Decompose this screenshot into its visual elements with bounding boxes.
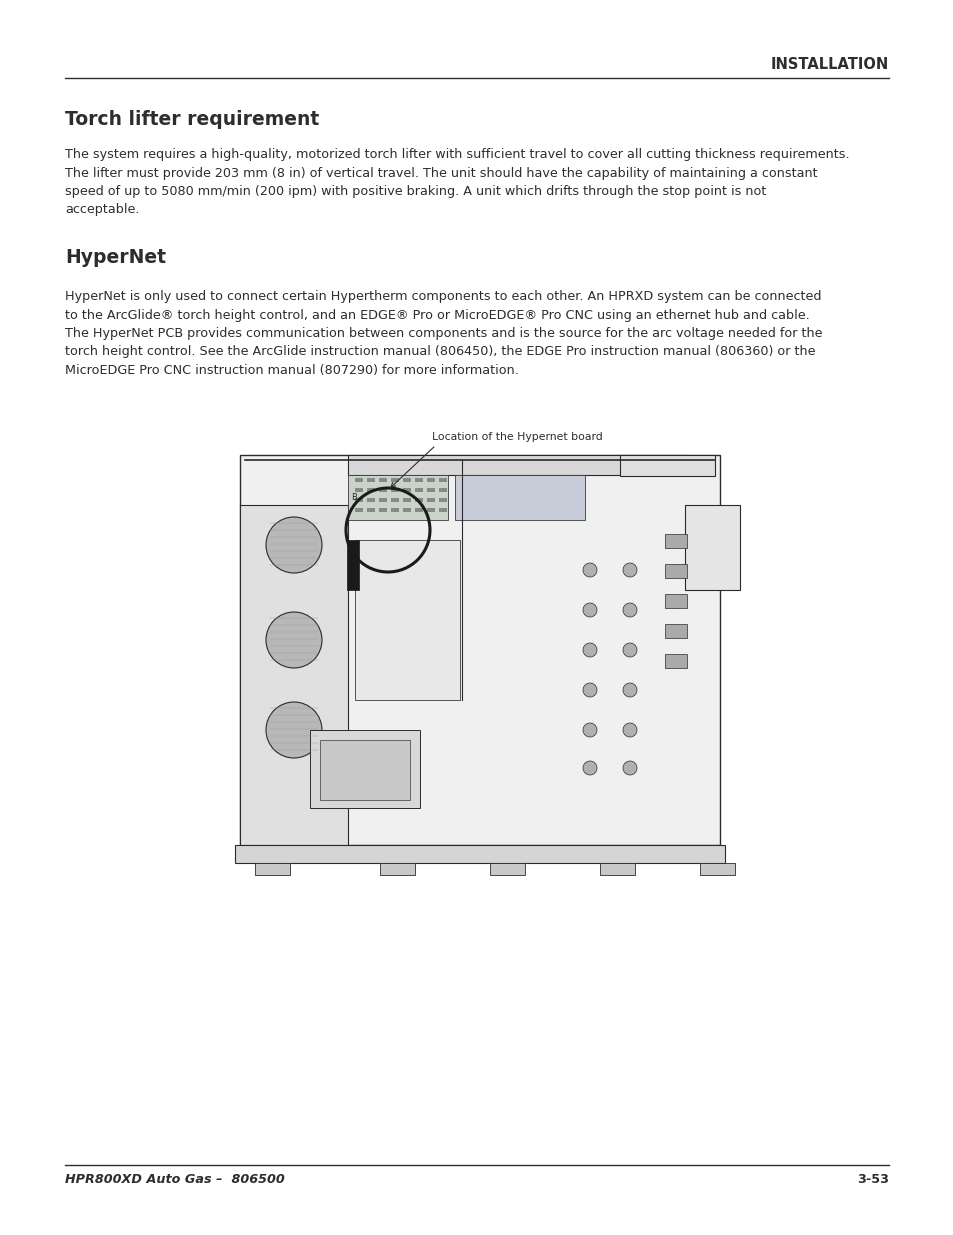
Circle shape — [582, 563, 597, 577]
Circle shape — [266, 613, 322, 668]
Bar — [402, 478, 411, 482]
Bar — [391, 498, 398, 501]
Text: torch height control. See the ArcGlide instruction manual (806450), the EDGE Pro: torch height control. See the ArcGlide i… — [65, 346, 815, 358]
Bar — [391, 508, 398, 513]
Bar — [355, 488, 363, 492]
Bar — [378, 478, 387, 482]
Bar — [438, 508, 447, 513]
Bar — [348, 454, 689, 475]
Bar — [367, 488, 375, 492]
Circle shape — [622, 722, 637, 737]
Circle shape — [582, 722, 597, 737]
Bar — [455, 475, 584, 520]
Circle shape — [582, 603, 597, 618]
Bar — [355, 540, 459, 700]
Text: HyperNet is only used to connect certain Hypertherm components to each other. An: HyperNet is only used to connect certain… — [65, 290, 821, 303]
Circle shape — [582, 683, 597, 697]
Bar — [664, 594, 686, 608]
Bar — [240, 505, 348, 845]
Bar — [319, 740, 410, 800]
Bar — [619, 454, 714, 475]
Bar — [438, 478, 447, 482]
Bar — [490, 863, 524, 876]
Bar — [391, 478, 398, 482]
Bar — [367, 478, 375, 482]
Bar — [367, 498, 375, 501]
Bar — [379, 863, 415, 876]
Bar — [378, 488, 387, 492]
Text: INSTALLATION: INSTALLATION — [770, 57, 888, 72]
Bar — [427, 478, 435, 482]
Bar — [415, 498, 422, 501]
Circle shape — [622, 603, 637, 618]
Bar — [415, 478, 422, 482]
Text: to the ArcGlide® torch height control, and an EDGE® Pro or MicroEDGE® Pro CNC us: to the ArcGlide® torch height control, a… — [65, 309, 809, 321]
Text: MicroEDGE Pro CNC instruction manual (807290) for more information.: MicroEDGE Pro CNC instruction manual (80… — [65, 364, 518, 377]
Circle shape — [266, 701, 322, 758]
Bar — [348, 475, 448, 520]
Circle shape — [622, 683, 637, 697]
Circle shape — [622, 761, 637, 776]
Bar — [234, 845, 724, 863]
Circle shape — [582, 643, 597, 657]
Bar — [664, 534, 686, 548]
Text: The lifter must provide 203 mm (8 in) of vertical travel. The unit should have t: The lifter must provide 203 mm (8 in) of… — [65, 167, 817, 179]
Text: HyperNet: HyperNet — [65, 248, 166, 267]
Bar — [355, 478, 363, 482]
Bar — [415, 488, 422, 492]
Circle shape — [582, 761, 597, 776]
Bar — [378, 498, 387, 501]
Bar — [700, 863, 734, 876]
Bar — [427, 498, 435, 501]
Bar — [355, 498, 363, 501]
Bar — [664, 624, 686, 638]
Bar — [310, 730, 419, 808]
Bar — [378, 508, 387, 513]
Bar — [438, 498, 447, 501]
FancyBboxPatch shape — [240, 454, 720, 845]
Bar — [415, 508, 422, 513]
Bar — [391, 488, 398, 492]
Bar — [599, 863, 635, 876]
Bar — [427, 508, 435, 513]
Bar — [355, 508, 363, 513]
Text: The HyperNet PCB provides communication between components and is the source for: The HyperNet PCB provides communication … — [65, 327, 821, 340]
Text: acceptable.: acceptable. — [65, 204, 139, 216]
Bar — [347, 540, 358, 590]
Text: Location of the Hypernet board: Location of the Hypernet board — [432, 432, 602, 442]
Text: Torch lifter requirement: Torch lifter requirement — [65, 110, 319, 128]
Text: 3-53: 3-53 — [856, 1173, 888, 1186]
Bar — [664, 564, 686, 578]
Text: speed of up to 5080 mm/min (200 ipm) with positive braking. A unit which drifts : speed of up to 5080 mm/min (200 ipm) wit… — [65, 185, 765, 198]
Bar — [367, 508, 375, 513]
Bar — [402, 498, 411, 501]
Text: The system requires a high-quality, motorized torch lifter with sufficient trave: The system requires a high-quality, moto… — [65, 148, 848, 161]
Bar — [254, 863, 290, 876]
Circle shape — [622, 643, 637, 657]
Bar — [664, 655, 686, 668]
Bar — [684, 505, 740, 590]
Circle shape — [622, 563, 637, 577]
Bar — [438, 488, 447, 492]
Bar — [214, 430, 734, 878]
Circle shape — [266, 517, 322, 573]
Bar — [427, 488, 435, 492]
Bar — [402, 488, 411, 492]
Text: B: B — [351, 493, 356, 501]
Bar — [402, 508, 411, 513]
Text: HPR800XD Auto Gas –  806500: HPR800XD Auto Gas – 806500 — [65, 1173, 284, 1186]
